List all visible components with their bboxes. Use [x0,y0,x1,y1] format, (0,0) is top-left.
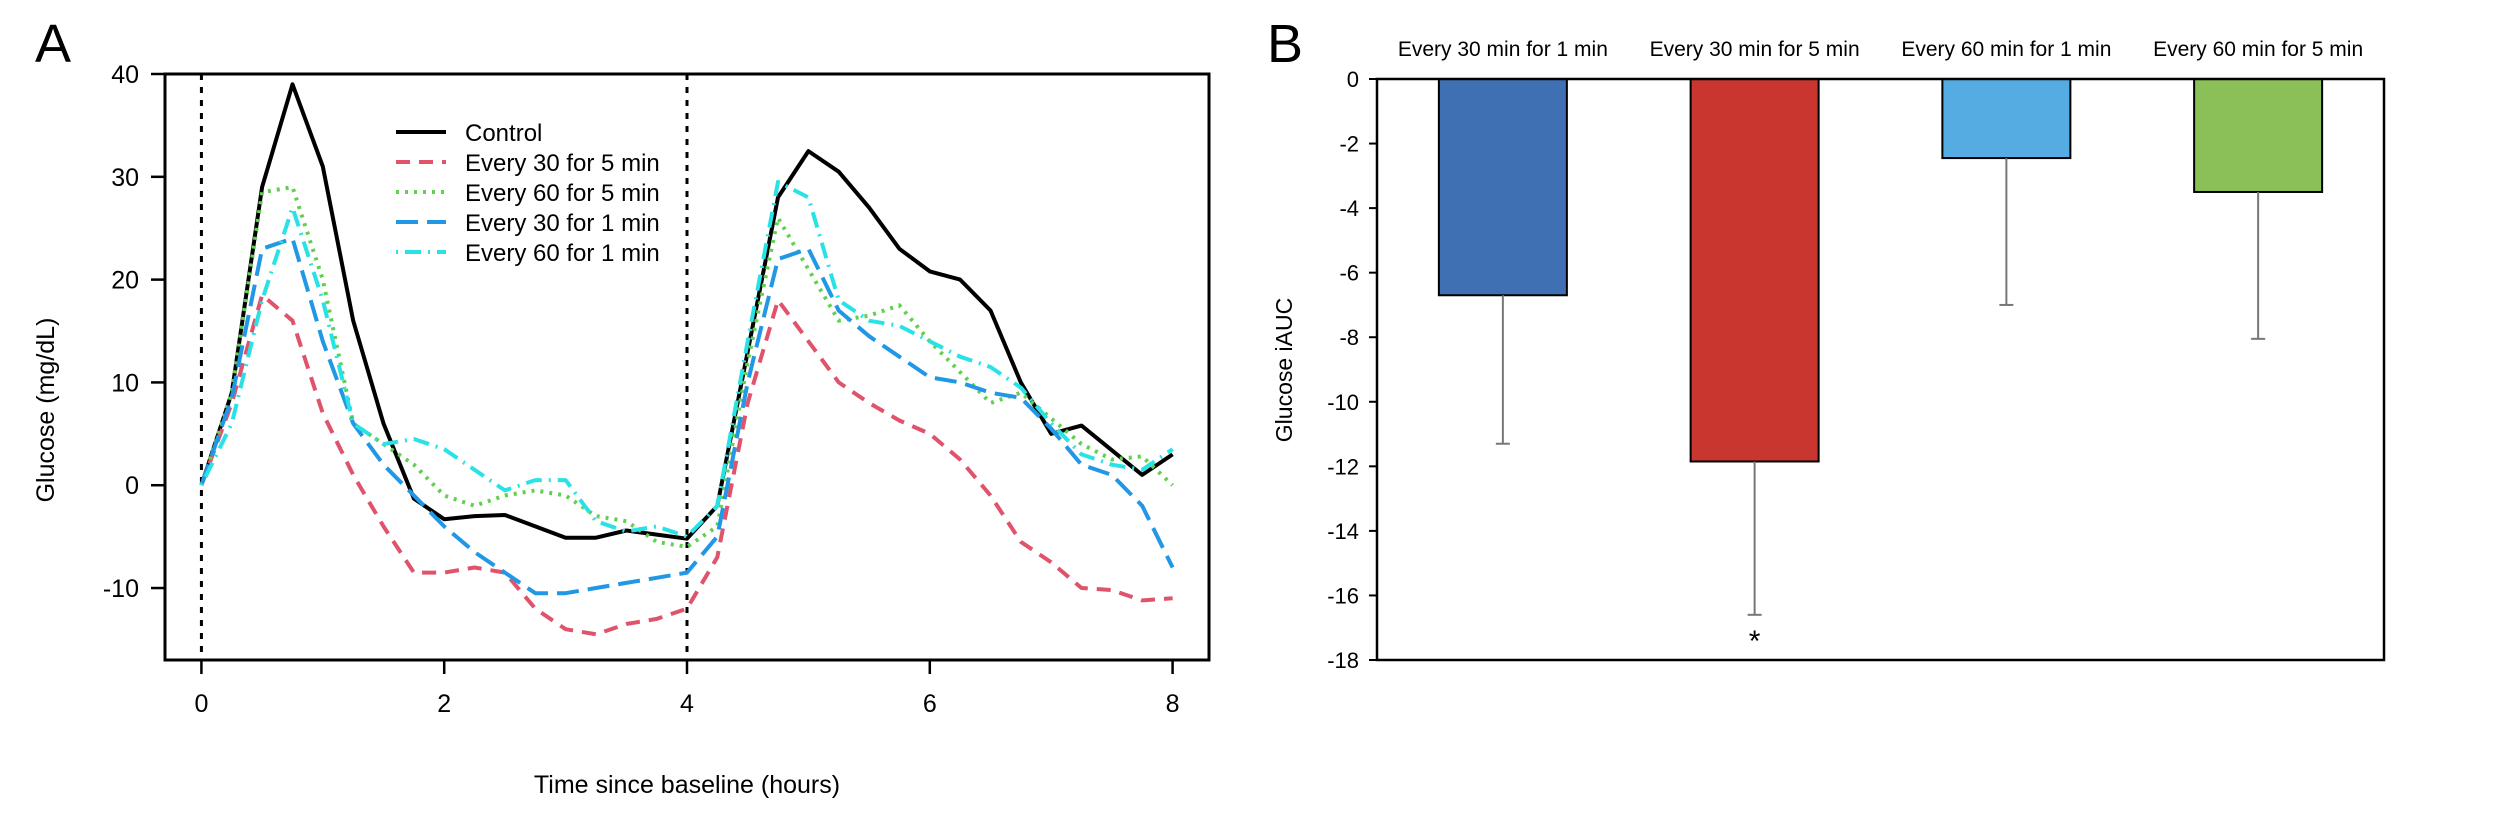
legend-label: Every 60 for 5 min [465,180,660,207]
y-tick-label: 0 [1347,67,1359,92]
x-tick-label: 6 [923,690,937,718]
legend-label: Control [465,120,542,147]
series-lines [199,82,1175,637]
y-tick-label: 30 [111,164,139,192]
legend-label: Every 30 for 1 min [465,210,660,237]
y-tick-label: 40 [111,61,139,89]
legend-label: Every 30 for 5 min [465,150,660,177]
annotations: * [1749,625,1761,658]
panel-a-label: A [35,14,71,74]
x-axis: 0 2 4 6 8 [194,660,1180,718]
bars [1437,78,2324,463]
series-line [199,82,1174,541]
y-tick-label: -4 [1339,196,1359,221]
y-tick-label: -10 [103,575,139,603]
y-tick-label: -16 [1327,583,1359,608]
y-axis: -10 0 10 20 30 40 [103,61,165,603]
legend-label: Every 60 for 1 min [465,240,660,267]
y-tick-label: 10 [111,369,139,397]
x-tick-label: 2 [437,690,451,718]
x-tick-label: 8 [1166,690,1180,718]
category-label: Every 30 min for 1 min [1398,38,1608,61]
category-label: Every 30 min for 5 min [1650,38,1860,61]
series-line [199,293,1173,637]
panel-b-label: B [1267,14,1303,74]
y-axis-label-b: Glucose iAUC [1271,298,1297,442]
category-label: Every 60 min for 5 min [2153,38,2363,61]
category-label: Every 60 min for 1 min [1901,38,2111,61]
y-tick-label: -12 [1327,454,1359,479]
y-tick-label: -6 [1339,261,1359,286]
plot-frame-b [1375,77,2386,662]
x-axis-label-a: Time since baseline (hours) [534,771,840,799]
bar [2193,78,2324,193]
y-tick-label: 20 [111,267,139,295]
y-tick-label: -8 [1339,325,1359,350]
x-tick-label: 0 [194,690,208,718]
series-line [199,236,1175,596]
y-tick-label: -2 [1339,132,1359,157]
panel-a: A 0 2 4 6 8 -10 0 10 20 30 40 Time since baseline… [32,14,1211,799]
y-tick-label: -10 [1327,390,1359,415]
y-axis: 0 -2 -4 -6 -8 -10 -12 -14 -16 -18 [1327,67,1377,673]
panel-b: B Every 30 min for 1 min Every 30 min for… [1267,14,2386,673]
y-tick-label: -14 [1327,519,1359,544]
error-bars [1495,158,2266,616]
y-tick-label: -18 [1327,648,1359,673]
significance-marker: * [1749,625,1761,658]
bar [1437,78,1568,297]
bar [1689,78,1820,463]
x-tick-label: 4 [680,690,694,718]
y-axis-label-a: Glucose (mg/dL) [32,318,60,503]
bar [1941,78,2072,160]
legend: Control Every 30 for 5 min Every 60 for 5 … [396,120,660,267]
y-tick-label: 0 [125,472,139,500]
category-labels: Every 30 min for 1 min Every 30 min for 5… [1398,38,2363,61]
series-line [199,179,1174,539]
